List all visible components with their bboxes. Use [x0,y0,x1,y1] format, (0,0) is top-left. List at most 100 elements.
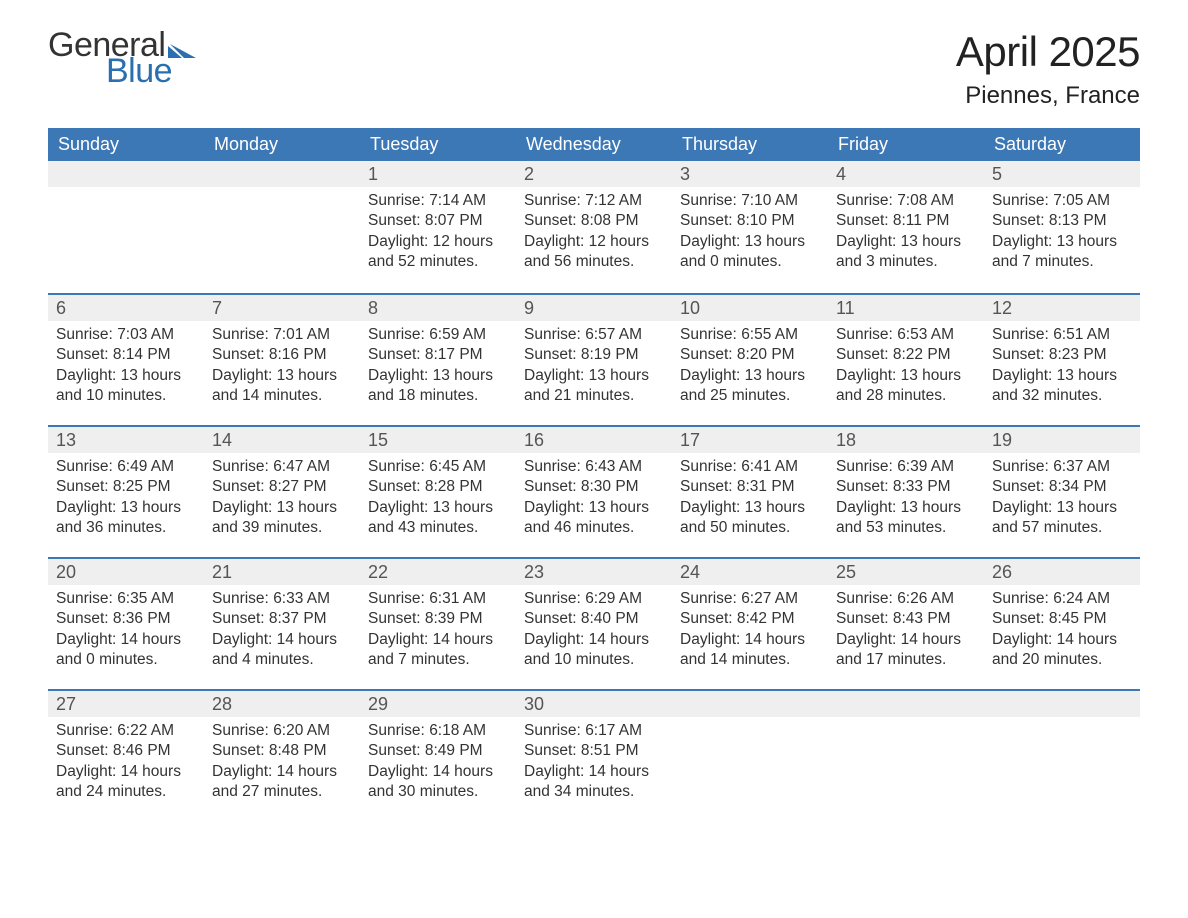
daylight-line: Daylight: 13 hours and 21 minutes. [524,366,664,407]
sunrise-value: 6:39 AM [897,458,954,475]
sunset-label: Sunset: [368,478,421,495]
sunset-line: Sunset: 8:42 PM [680,609,820,629]
daylight-label: Daylight: [56,763,116,780]
calendar-day-cell: 17Sunrise: 6:41 AMSunset: 8:31 PMDayligh… [672,425,828,557]
sunset-value: 8:51 PM [581,742,639,759]
sunset-label: Sunset: [56,742,109,759]
sunset-line: Sunset: 8:14 PM [56,345,196,365]
sunrise-label: Sunrise: [56,722,113,739]
sunrise-line: Sunrise: 6:43 AM [524,457,664,477]
sunrise-value: 6:51 AM [1053,326,1110,343]
weekday-header: Tuesday [360,128,516,161]
sunset-line: Sunset: 8:45 PM [992,609,1132,629]
sunset-line: Sunset: 8:20 PM [680,345,820,365]
sunset-label: Sunset: [212,610,265,627]
daylight-line: Daylight: 14 hours and 30 minutes. [368,762,508,803]
day-number: 18 [828,425,984,453]
day-number: 2 [516,161,672,187]
sunrise-value: 6:53 AM [897,326,954,343]
sunset-line: Sunset: 8:39 PM [368,609,508,629]
daylight-line: Daylight: 13 hours and 7 minutes. [992,232,1132,273]
sunrise-label: Sunrise: [368,590,425,607]
day-number: 9 [516,293,672,321]
calendar-day-cell: 13Sunrise: 6:49 AMSunset: 8:25 PMDayligh… [48,425,204,557]
sunset-value: 8:43 PM [893,610,951,627]
sunset-value: 8:36 PM [113,610,171,627]
daylight-line: Daylight: 14 hours and 0 minutes. [56,630,196,671]
sunset-label: Sunset: [680,610,733,627]
day-details: Sunrise: 6:47 AMSunset: 8:27 PMDaylight:… [204,453,360,545]
sunset-value: 8:31 PM [737,478,795,495]
day-number: 22 [360,557,516,585]
daylight-line: Daylight: 12 hours and 56 minutes. [524,232,664,273]
sunrise-line: Sunrise: 7:14 AM [368,191,508,211]
sunset-label: Sunset: [836,478,889,495]
calendar-day-cell: 25Sunrise: 6:26 AMSunset: 8:43 PMDayligh… [828,557,984,689]
sunrise-line: Sunrise: 7:05 AM [992,191,1132,211]
day-details: Sunrise: 6:37 AMSunset: 8:34 PMDaylight:… [984,453,1140,545]
weekday-header: Wednesday [516,128,672,161]
weekday-header: Friday [828,128,984,161]
sunrise-line: Sunrise: 6:55 AM [680,325,820,345]
sunrise-label: Sunrise: [212,326,269,343]
daylight-line: Daylight: 13 hours and 28 minutes. [836,366,976,407]
day-details: Sunrise: 7:14 AMSunset: 8:07 PMDaylight:… [360,187,516,279]
daylight-label: Daylight: [524,631,584,648]
sunset-value: 8:39 PM [425,610,483,627]
sunset-value: 8:17 PM [425,346,483,363]
day-number: 25 [828,557,984,585]
sunrise-value: 6:59 AM [429,326,486,343]
daylight-label: Daylight: [680,631,740,648]
daylight-label: Daylight: [368,499,428,516]
sunset-value: 8:46 PM [113,742,171,759]
day-details: Sunrise: 7:05 AMSunset: 8:13 PMDaylight:… [984,187,1140,279]
sunrise-value: 6:27 AM [741,590,798,607]
sunset-line: Sunset: 8:46 PM [56,741,196,761]
day-number: 8 [360,293,516,321]
sunrise-line: Sunrise: 7:01 AM [212,325,352,345]
sunset-value: 8:22 PM [893,346,951,363]
daylight-label: Daylight: [836,499,896,516]
day-details: Sunrise: 6:41 AMSunset: 8:31 PMDaylight:… [672,453,828,545]
calendar-day-cell: 5Sunrise: 7:05 AMSunset: 8:13 PMDaylight… [984,161,1140,293]
daylight-label: Daylight: [524,367,584,384]
daylight-label: Daylight: [368,763,428,780]
sunset-line: Sunset: 8:07 PM [368,211,508,231]
calendar-day-cell: 11Sunrise: 6:53 AMSunset: 8:22 PMDayligh… [828,293,984,425]
sunrise-value: 6:47 AM [273,458,330,475]
day-number: 7 [204,293,360,321]
calendar-day-cell: 29Sunrise: 6:18 AMSunset: 8:49 PMDayligh… [360,689,516,821]
day-details: Sunrise: 6:55 AMSunset: 8:20 PMDaylight:… [672,321,828,413]
sunrise-value: 7:12 AM [585,192,642,209]
sunrise-value: 6:55 AM [741,326,798,343]
sunset-label: Sunset: [524,212,577,229]
sunrise-label: Sunrise: [56,590,113,607]
calendar-empty-cell [672,689,828,821]
sunrise-label: Sunrise: [992,326,1049,343]
day-number: 12 [984,293,1140,321]
sunrise-label: Sunrise: [368,326,425,343]
sunrise-value: 7:01 AM [273,326,330,343]
calendar-day-cell: 2Sunrise: 7:12 AMSunset: 8:08 PMDaylight… [516,161,672,293]
sunrise-line: Sunrise: 6:37 AM [992,457,1132,477]
daylight-label: Daylight: [56,367,116,384]
sunrise-value: 6:20 AM [273,722,330,739]
sunrise-line: Sunrise: 6:20 AM [212,721,352,741]
sunset-label: Sunset: [836,212,889,229]
day-details: Sunrise: 7:03 AMSunset: 8:14 PMDaylight:… [48,321,204,413]
sunrise-line: Sunrise: 6:57 AM [524,325,664,345]
sunrise-value: 7:05 AM [1053,192,1110,209]
sunset-value: 8:30 PM [581,478,639,495]
daylight-label: Daylight: [212,367,272,384]
day-number: 10 [672,293,828,321]
sunrise-value: 6:45 AM [429,458,486,475]
sunrise-line: Sunrise: 7:12 AM [524,191,664,211]
sunset-label: Sunset: [368,742,421,759]
sunset-label: Sunset: [680,478,733,495]
sunrise-line: Sunrise: 6:26 AM [836,589,976,609]
calendar-day-cell: 21Sunrise: 6:33 AMSunset: 8:37 PMDayligh… [204,557,360,689]
calendar-day-cell: 4Sunrise: 7:08 AMSunset: 8:11 PMDaylight… [828,161,984,293]
day-number: 26 [984,557,1140,585]
location: Piennes, France [956,82,1140,110]
sunset-label: Sunset: [992,212,1045,229]
